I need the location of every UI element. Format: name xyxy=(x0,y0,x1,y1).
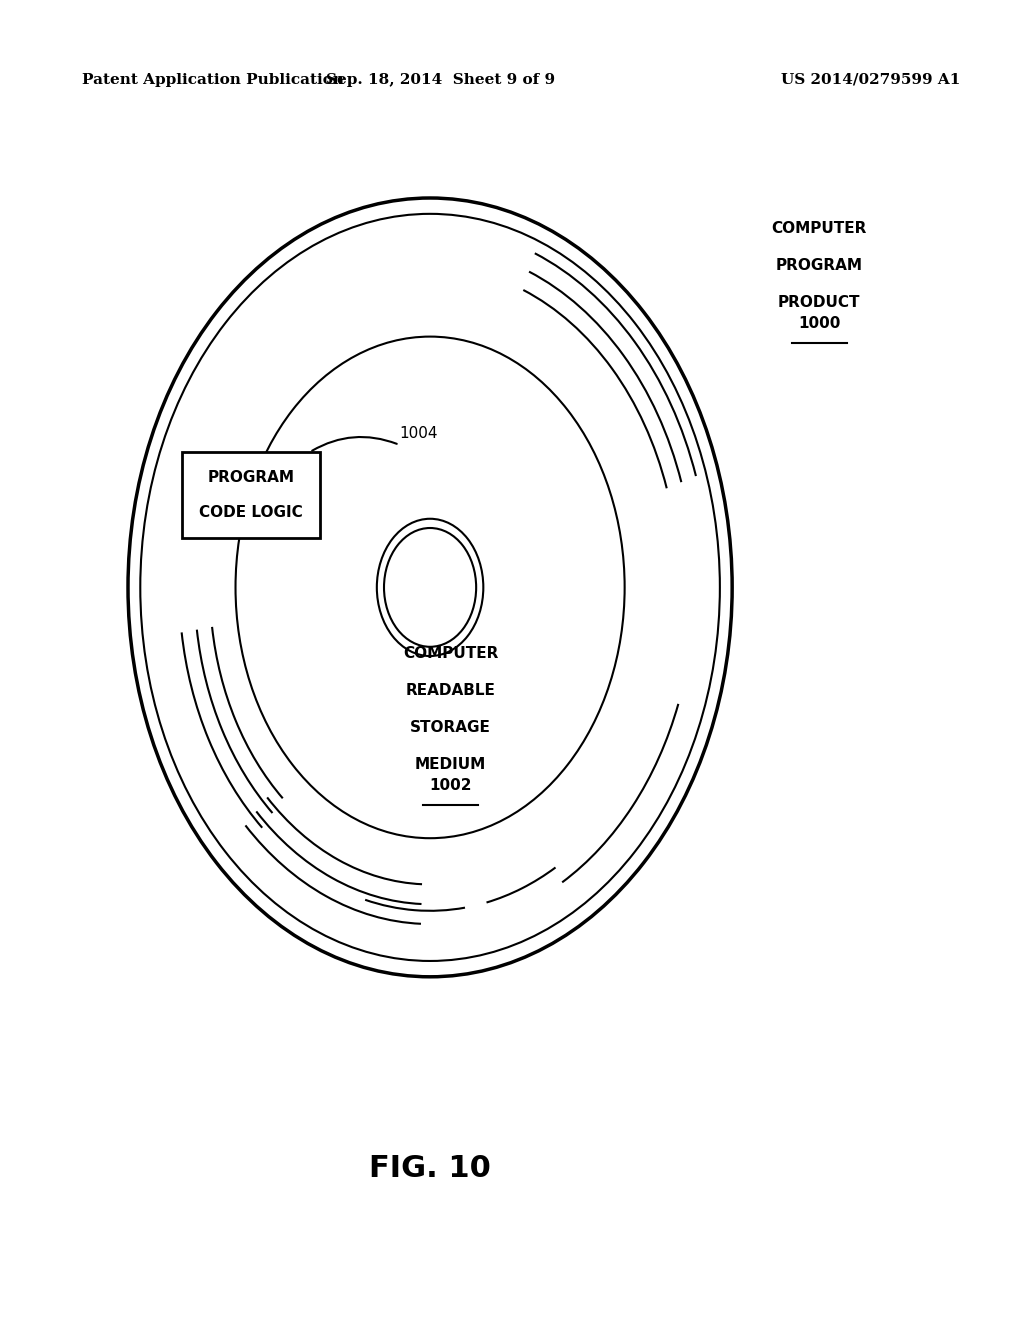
Text: COMPUTER: COMPUTER xyxy=(771,222,867,236)
Text: STORAGE: STORAGE xyxy=(411,721,490,735)
Text: PRODUCT: PRODUCT xyxy=(778,296,860,310)
Text: 1004: 1004 xyxy=(399,426,438,441)
Text: COMPUTER: COMPUTER xyxy=(402,647,499,661)
Text: CODE LOGIC: CODE LOGIC xyxy=(199,506,303,520)
Text: FIG. 10: FIG. 10 xyxy=(369,1154,492,1183)
Text: READABLE: READABLE xyxy=(406,684,496,698)
Text: PROGRAM: PROGRAM xyxy=(776,259,862,273)
Text: US 2014/0279599 A1: US 2014/0279599 A1 xyxy=(780,73,961,87)
Text: 1000: 1000 xyxy=(798,315,841,331)
Text: PROGRAM: PROGRAM xyxy=(208,470,294,484)
Text: Sep. 18, 2014  Sheet 9 of 9: Sep. 18, 2014 Sheet 9 of 9 xyxy=(326,73,555,87)
Text: MEDIUM: MEDIUM xyxy=(415,758,486,772)
Bar xyxy=(182,451,319,539)
Text: Patent Application Publication: Patent Application Publication xyxy=(82,73,344,87)
Text: 1002: 1002 xyxy=(429,777,472,793)
